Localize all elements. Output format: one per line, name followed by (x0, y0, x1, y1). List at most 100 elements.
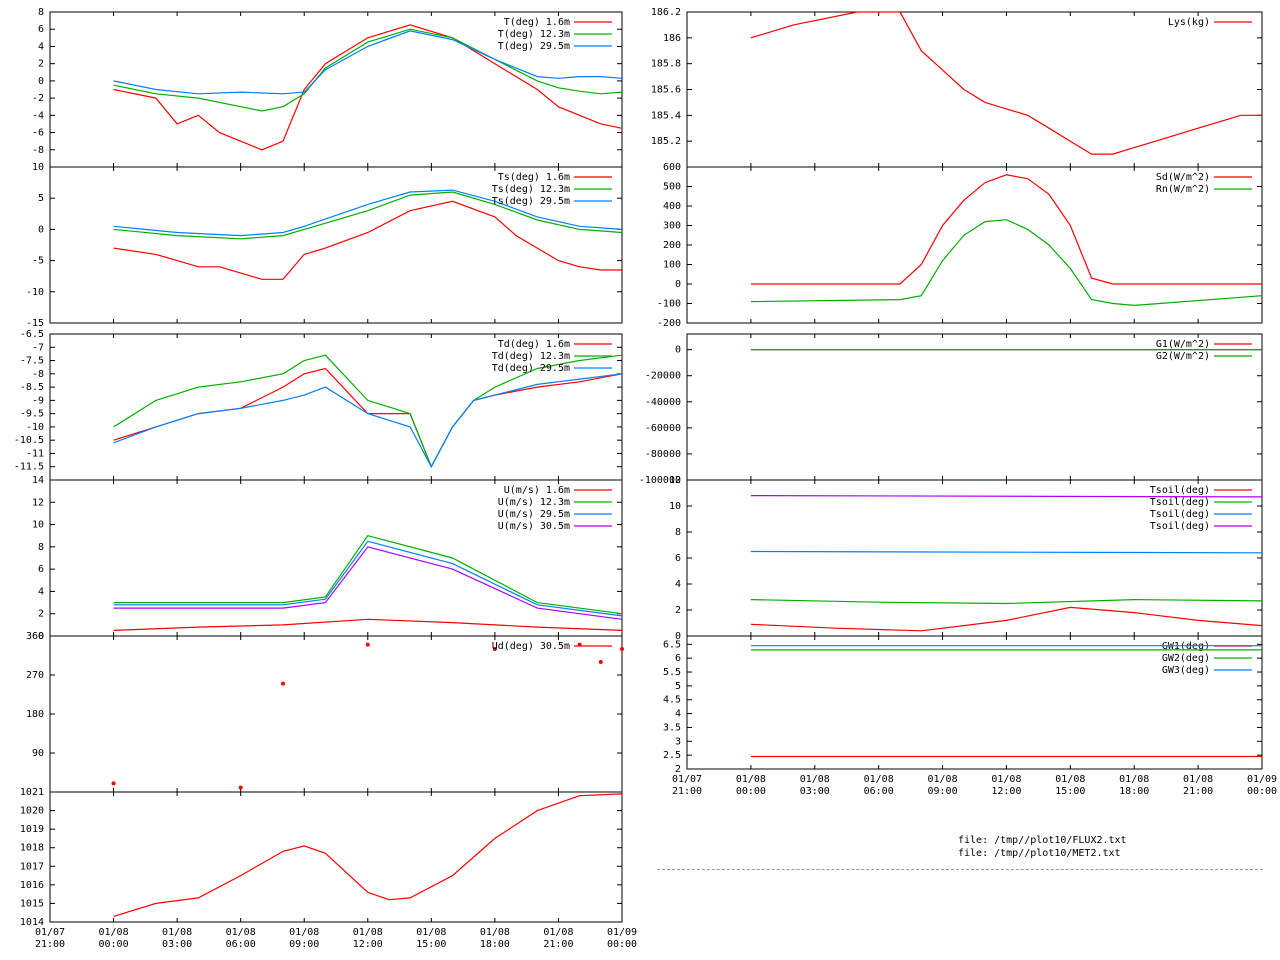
series-line (750, 598, 1263, 605)
legend-label: T(deg) 12.3m (498, 29, 570, 40)
y-tick-label: 2.5 (663, 750, 681, 761)
y-tick-label: 2 (675, 764, 681, 775)
y-tick-label: 200 (663, 240, 681, 251)
y-tick-label: -100 (657, 299, 681, 310)
data-point (111, 781, 116, 786)
left-axis-time-label: 06:00 (226, 939, 256, 950)
legend-label: U(m/s) 12.3m (498, 497, 570, 508)
right-axis-date-label: 01/08 (864, 774, 894, 785)
y-tick-label: 360 (26, 631, 44, 642)
series-line (750, 495, 1263, 498)
left-axis-date-label: 01/08 (353, 927, 383, 938)
right-axis-time-label: 18:00 (1119, 786, 1149, 797)
y-tick-label: -8 (32, 369, 44, 380)
y-tick-label: -4 (32, 110, 44, 121)
right-axis-time-label: 21:00 (1183, 786, 1213, 797)
right-axis-date-label: 01/08 (736, 774, 766, 785)
right-axis-date-label: 01/07 (672, 774, 702, 785)
right-axis-date-label: 01/08 (1055, 774, 1085, 785)
y-tick-label: -6 (32, 128, 44, 139)
data-point (598, 660, 603, 664)
y-tick-label: 0 (38, 631, 44, 642)
y-tick-label: 6 (675, 653, 681, 664)
legend-label: U(m/s) 29.5m (498, 509, 570, 520)
legend-label: Sd(W/m^2) (1156, 172, 1210, 183)
legend-label: Td(deg) 1.6m (498, 339, 570, 350)
y-tick-label: 1020 (20, 806, 44, 817)
divider (657, 869, 1263, 870)
left-axis-time-label: 21:00 (543, 939, 573, 950)
left-axis-time-label: 21:00 (35, 939, 65, 950)
panel-frame (49, 791, 623, 923)
series-line (750, 11, 1262, 155)
y-tick-label: -2 (32, 93, 44, 104)
left-axis-time-label: 00:00 (99, 939, 129, 950)
legend-label: GW2(deg) (1162, 653, 1210, 664)
y-tick-label: 6.5 (663, 639, 681, 650)
series-line (113, 191, 623, 240)
series-line (750, 219, 1263, 307)
series-line (113, 189, 623, 237)
series-line (113, 24, 623, 151)
legend-label: Ud(deg) 30.5m (492, 641, 570, 652)
data-point (365, 642, 370, 647)
legend-label: T(deg) 1.6m (504, 17, 570, 28)
y-tick-label: 14 (32, 475, 44, 486)
y-tick-label: 1018 (20, 843, 44, 854)
y-tick-label: 500 (663, 182, 681, 193)
file-label-met: file: /tmp//plot10/MET2.txt (958, 848, 1121, 859)
y-tick-label: 1016 (20, 880, 44, 891)
y-tick-label: 8 (38, 7, 44, 18)
series-line (113, 30, 623, 95)
y-tick-label: 10 (32, 520, 44, 531)
y-tick-label: 5 (38, 193, 44, 204)
legend-label: GW1(deg) (1162, 641, 1210, 652)
series-line (113, 200, 622, 280)
panel-frame (49, 166, 623, 324)
y-tick-label: -100000 (639, 475, 681, 486)
left-axis-time-label: 09:00 (289, 939, 319, 950)
y-tick-label: -11 (26, 448, 44, 459)
y-tick-label: 2 (38, 59, 44, 70)
y-tick-label: -60000 (645, 423, 681, 434)
y-tick-label: -200 (657, 318, 681, 329)
y-tick-label: 400 (663, 201, 681, 212)
legend-label: Tsoil(deg) (1150, 521, 1210, 532)
left-axis-date-label: 01/07 (35, 927, 65, 938)
y-tick-label: 0 (38, 224, 44, 235)
y-tick-label: 100 (663, 260, 681, 271)
left-axis-time-label: 12:00 (353, 939, 383, 950)
data-point (281, 681, 286, 686)
y-tick-label: -6.5 (20, 329, 44, 340)
y-tick-label: 1017 (20, 861, 44, 872)
panel-frame (49, 635, 623, 793)
y-tick-label: 10 (32, 162, 44, 173)
legend-label: Rn(W/m^2) (1156, 184, 1210, 195)
series-line (113, 540, 623, 617)
series-line (113, 618, 623, 631)
legend-label: Tsoil(deg) (1150, 485, 1210, 496)
y-tick-label: -8 (32, 145, 44, 156)
y-tick-label: 270 (26, 670, 44, 681)
legend-label: G2(W/m^2) (1156, 351, 1210, 362)
y-tick-label: -40000 (645, 397, 681, 408)
left-axis-date-label: 01/08 (480, 927, 510, 938)
y-tick-label: 3 (675, 736, 681, 747)
right-axis-date-label: 01/08 (991, 774, 1021, 785)
left-axis-date-label: 01/08 (416, 927, 446, 938)
y-tick-label: -10 (26, 287, 44, 298)
y-tick-label: 4.5 (663, 695, 681, 706)
y-tick-label: 0 (38, 76, 44, 87)
legend-label: Ts(deg) 29.5m (492, 196, 570, 207)
y-tick-label: -8.5 (20, 382, 44, 393)
y-tick-label: -10.5 (14, 435, 44, 446)
right-axis-time-label: 00:00 (736, 786, 766, 797)
y-tick-label: 185.2 (651, 136, 681, 147)
legend-label: Td(deg) 12.3m (492, 351, 570, 362)
y-tick-label: 5 (675, 681, 681, 692)
y-tick-label: 300 (663, 221, 681, 232)
y-tick-label: 12 (669, 475, 681, 486)
series-line (113, 354, 623, 469)
left-axis-date-label: 01/08 (162, 927, 192, 938)
series-line (113, 373, 623, 468)
